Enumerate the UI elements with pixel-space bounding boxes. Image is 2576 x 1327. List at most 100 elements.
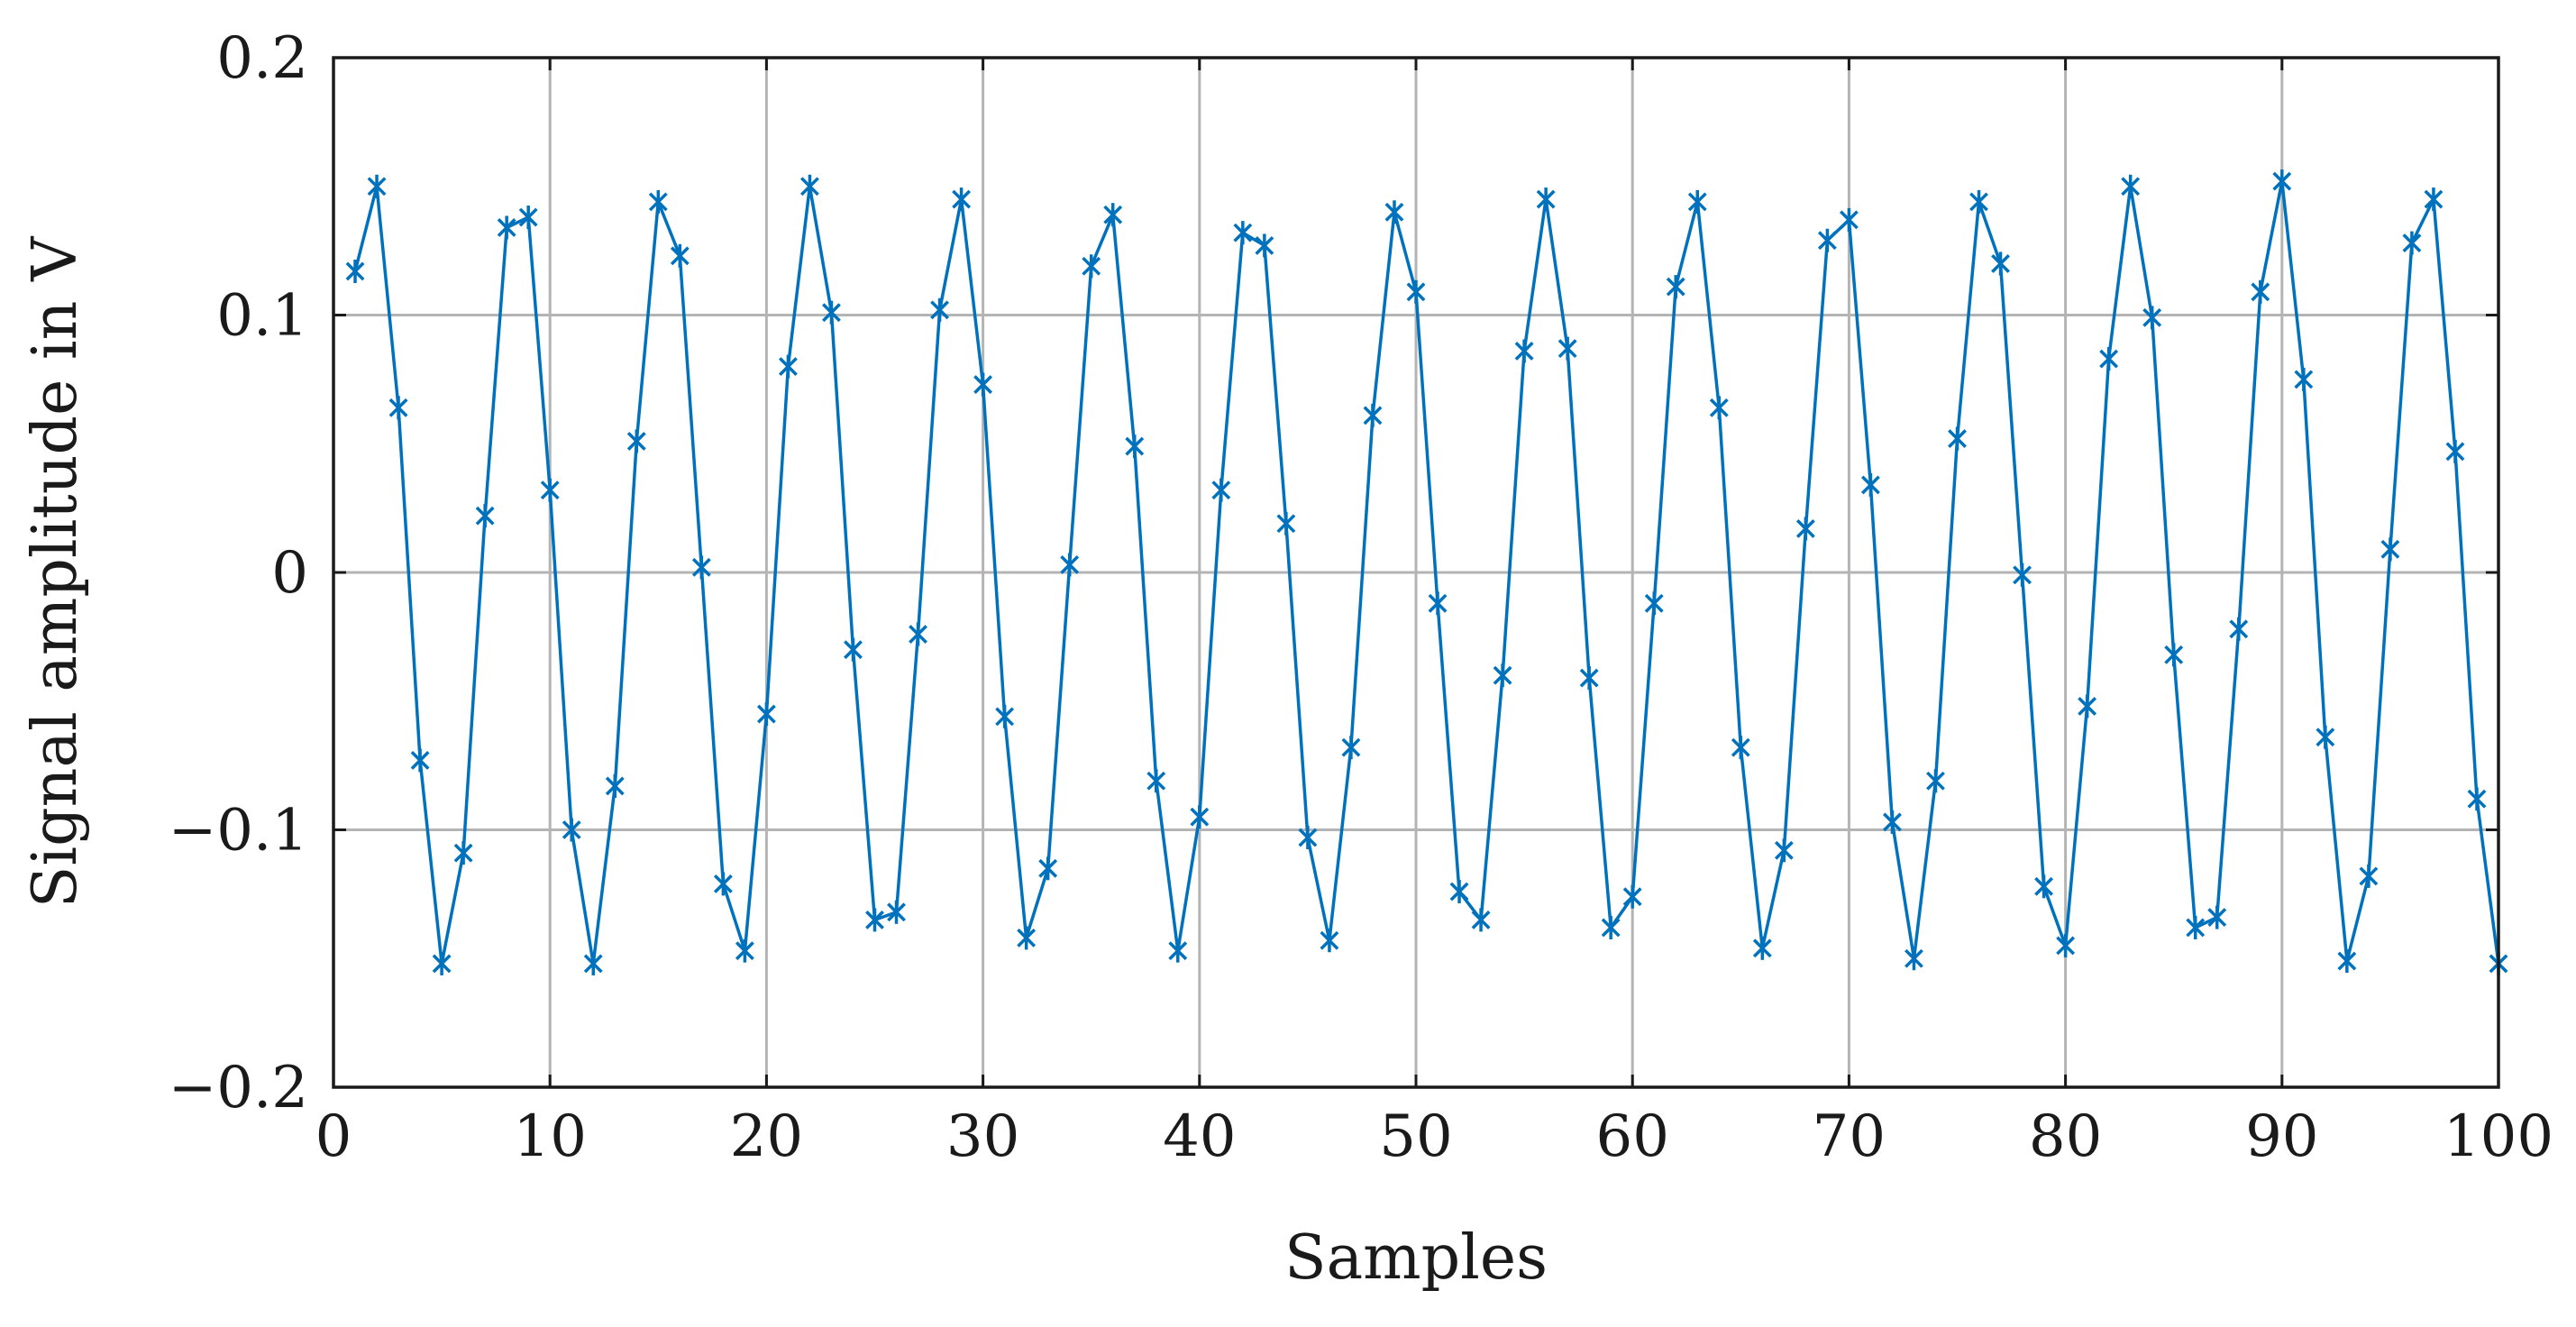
data-point-marker — [475, 504, 495, 528]
data-point-marker — [1060, 553, 1080, 577]
data-point-marker — [887, 900, 906, 924]
data-point-marker — [1211, 478, 1231, 502]
data-point-marker — [345, 259, 365, 283]
data-point-marker — [952, 188, 972, 212]
data-point-marker — [626, 429, 646, 453]
data-point-marker — [1666, 275, 1685, 299]
data-point-marker — [2056, 933, 2076, 957]
x-tick-label: 80 — [2029, 1103, 2102, 1170]
x-tick-label: 40 — [1163, 1103, 1236, 1170]
data-point-marker — [1774, 838, 1794, 863]
y-axis-label: Signal amplitude in V — [20, 235, 91, 908]
data-point-marker — [1038, 856, 1058, 881]
data-point-marker — [1622, 884, 1642, 909]
data-point-marker — [2142, 306, 2162, 330]
data-point-marker — [1146, 769, 1166, 793]
data-point-marker — [648, 189, 668, 214]
x-tick-label: 70 — [1813, 1103, 1886, 1170]
series-line — [353, 179, 2500, 966]
data-point-marker — [670, 243, 690, 268]
data-point-marker — [822, 300, 841, 325]
data-point-marker — [1255, 233, 1274, 258]
data-point-marker — [1709, 396, 1729, 420]
data-point-marker — [2186, 915, 2206, 939]
data-point-marker — [1536, 188, 1556, 212]
data-point-marker — [583, 951, 603, 975]
data-point-marker — [2099, 347, 2119, 371]
data-point-marker — [1103, 203, 1123, 227]
data-point-marker — [800, 174, 819, 198]
data-point-marker — [1168, 938, 1188, 963]
data-point-marker — [497, 215, 516, 240]
data-point-marker — [1449, 880, 1469, 904]
x-tick-label: 100 — [2444, 1103, 2553, 1170]
data-point-marker — [2251, 279, 2270, 304]
data-point-marker — [518, 206, 538, 230]
data-point-marker — [2359, 864, 2379, 888]
data-point-marker — [2402, 231, 2422, 255]
data-point-marker — [995, 704, 1015, 728]
data-point-marker — [2164, 643, 2184, 667]
data-point-marker — [1557, 336, 1577, 361]
data-point-marker — [844, 637, 863, 662]
data-point-marker — [909, 622, 927, 646]
data-point-marker — [432, 951, 452, 975]
data-point-marker — [562, 818, 581, 842]
data-point-marker — [1752, 936, 1772, 960]
data-point-marker — [1514, 339, 1534, 363]
data-point-marker — [1363, 403, 1383, 427]
data-point-marker — [2337, 949, 2357, 974]
data-point-marker — [1125, 435, 1145, 459]
data-point-marker — [1991, 252, 2010, 276]
x-axis-label: Samples — [1284, 1222, 1548, 1294]
data-point-marker — [2380, 537, 2400, 562]
data-point-marker — [735, 938, 754, 963]
data-point-marker — [1406, 279, 1426, 304]
y-tick-label: −0.2 — [169, 1055, 308, 1121]
data-point-marker — [930, 297, 949, 322]
data-point-marker — [2294, 367, 2314, 391]
y-tick-label: 0.2 — [216, 25, 308, 92]
data-point-marker — [2034, 874, 2054, 899]
data-point-marker — [1082, 254, 1101, 279]
data-point-marker — [388, 396, 408, 420]
data-point-marker — [1644, 591, 1664, 616]
data-point-marker — [1493, 664, 1512, 688]
data-point-marker — [1839, 207, 1859, 232]
data-point-marker — [2424, 188, 2444, 212]
data-point-marker — [1276, 511, 1296, 535]
data-point-marker — [453, 841, 473, 865]
data-point-marker — [540, 478, 560, 502]
data-point-marker — [1341, 736, 1361, 760]
data-point-marker — [410, 748, 430, 773]
data-point-marker — [2207, 905, 2227, 929]
x-tick-label: 20 — [730, 1103, 803, 1170]
data-point-marker — [2316, 725, 2335, 749]
data-point-marker — [1860, 472, 1880, 497]
data-point-marker — [1471, 908, 1491, 932]
data-point-marker — [973, 372, 993, 397]
x-tick-label: 30 — [946, 1103, 1019, 1170]
data-point-marker — [1601, 915, 1621, 939]
y-axis-ticks: −0.2 −0.1 0 0.1 0.2 — [169, 25, 2498, 1121]
data-point-marker — [1731, 736, 1750, 760]
data-point-marker — [1926, 769, 1945, 793]
x-tick-label: 60 — [1595, 1103, 1668, 1170]
data-point-marker — [367, 174, 387, 198]
data-point-marker — [1817, 228, 1837, 252]
x-axis-ticks: 0 10 20 30 40 50 60 70 80 90 100 — [315, 58, 2553, 1170]
data-point-marker — [1017, 926, 1037, 950]
data-point-marker — [1883, 810, 1902, 834]
data-point-marker — [2121, 174, 2141, 198]
data-point-marker — [2467, 787, 2487, 811]
x-tick-label: 50 — [1379, 1103, 1452, 1170]
data-point-marker — [1298, 826, 1318, 850]
data-point-marker — [1233, 221, 1253, 245]
data-point-marker — [2445, 439, 2465, 463]
data-point-marker — [691, 555, 711, 580]
y-tick-label: 0.1 — [216, 283, 308, 350]
data-point-marker — [2272, 169, 2292, 194]
data-point-marker — [1969, 189, 1988, 214]
data-point-marker — [605, 773, 625, 798]
